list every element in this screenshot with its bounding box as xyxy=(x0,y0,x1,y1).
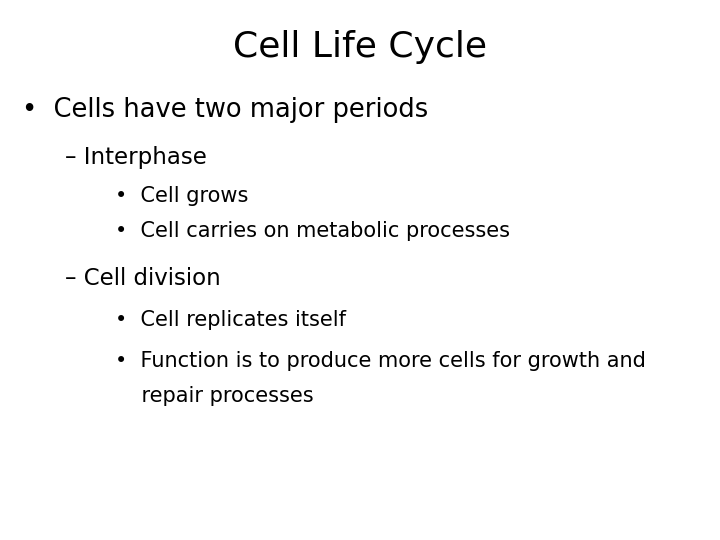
Text: •  Cell carries on metabolic processes: • Cell carries on metabolic processes xyxy=(115,221,510,241)
Text: •  Function is to produce more cells for growth and: • Function is to produce more cells for … xyxy=(115,351,646,371)
Text: repair processes: repair processes xyxy=(115,386,314,406)
Text: •  Cell grows: • Cell grows xyxy=(115,186,248,206)
Text: – Interphase: – Interphase xyxy=(65,146,207,169)
Text: – Cell division: – Cell division xyxy=(65,267,220,291)
Text: •  Cell replicates itself: • Cell replicates itself xyxy=(115,310,346,330)
Text: Cell Life Cycle: Cell Life Cycle xyxy=(233,30,487,64)
Text: •  Cells have two major periods: • Cells have two major periods xyxy=(22,97,428,123)
